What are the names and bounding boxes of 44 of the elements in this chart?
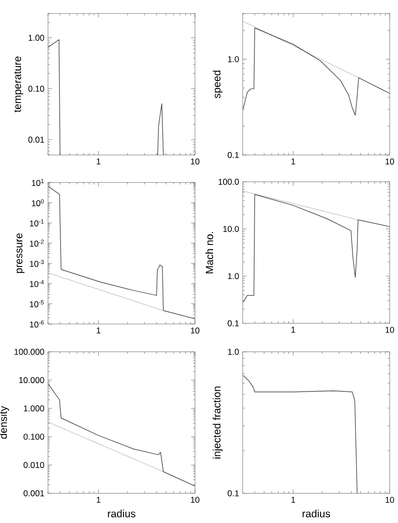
y-tick-label: 10$^{-4}$ [30, 280, 44, 288]
y-tick-label: 1.00 [28, 34, 44, 41]
y-tick-label: 0.100 [24, 434, 44, 440]
y-tick-label: 100.000 [14, 348, 44, 355]
y-tick-label: 1.0 [228, 348, 239, 355]
y-tick-label: 10$^{0}$ [32, 199, 44, 206]
y-axis-title: Mach no. [205, 232, 214, 274]
x-tick-label: 10 [190, 158, 200, 164]
x-tick-label: 10 [190, 496, 200, 503]
y-tick-label: 100.0 [218, 178, 239, 185]
y-tick-label: 10.000 [19, 377, 44, 384]
x-tick-label: 1 [96, 496, 100, 503]
y-tick-label: 10$^{-2}$ [30, 240, 44, 247]
y-tick-label: 10$^{-5}$ [30, 300, 44, 308]
y-axis-title: temperature [14, 56, 24, 112]
y-axis-title: speed [212, 70, 223, 98]
y-tick-label: 1.0 [228, 273, 239, 280]
y-tick-label: 0.10 [28, 86, 44, 92]
x-tick-label: 10 [386, 326, 394, 333]
y-tick-label: 0.001 [24, 490, 44, 496]
y-tick-label: 1.000 [24, 405, 44, 412]
x-tick-label: 10 [386, 158, 394, 165]
y-axis-title: injected fraction [212, 386, 223, 458]
y-tick-label: 10$^{-1}$ [30, 219, 44, 226]
x-tick-label: 10 [190, 328, 200, 334]
y-tick-label: 0.01 [28, 136, 44, 143]
y-tick-label: 10$^{-3}$ [30, 260, 44, 267]
y-tick-label: 0.010 [24, 462, 44, 468]
y-axis-title: pressure [16, 233, 24, 273]
x-tick-label: 1 [291, 158, 296, 164]
x-tick-label: 1 [291, 326, 296, 333]
x-tick-label: 1 [96, 158, 100, 164]
x-tick-label: 10 [386, 496, 394, 503]
y-tick-label: 10$^{1}$ [32, 179, 44, 186]
y-tick-label: 1.0 [228, 56, 239, 62]
y-tick-label: 0.1 [228, 320, 239, 326]
y-tick-label: 10$^{-6}$ [30, 320, 44, 328]
y-tick-label: 10.0 [223, 226, 239, 232]
x-axis-title: radius [302, 510, 330, 518]
x-tick-label: 1 [96, 328, 100, 334]
y-tick-label: 0.1 [228, 490, 239, 496]
x-axis-title: radius [108, 510, 136, 518]
y-tick-label: 0.1 [228, 152, 239, 158]
x-tick-label: 1 [291, 496, 296, 503]
